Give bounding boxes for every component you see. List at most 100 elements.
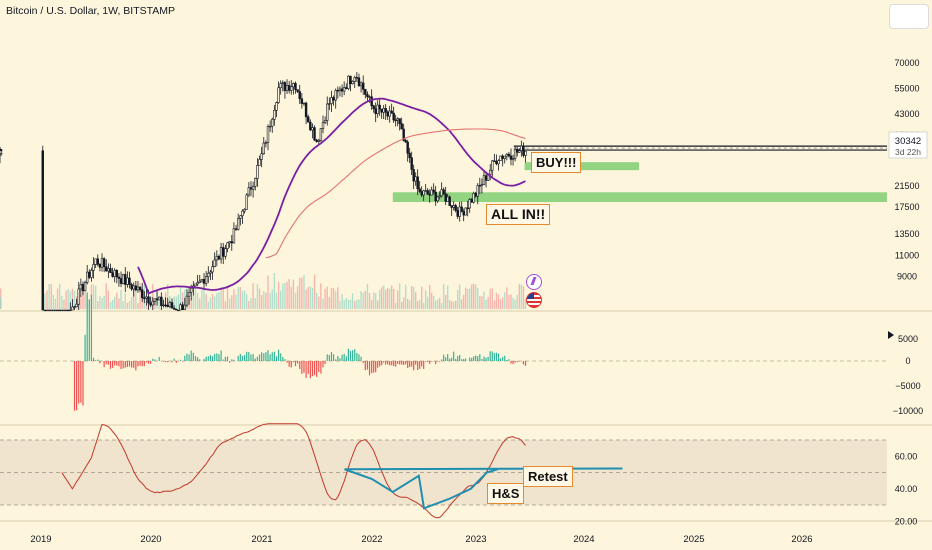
- candle: [376, 104, 379, 115]
- volume-bar: [408, 300, 411, 309]
- candle: [296, 89, 299, 92]
- us-flag-icon[interactable]: [526, 292, 542, 308]
- candle: [77, 288, 80, 305]
- macd-histogram-bar: [190, 350, 192, 361]
- candle: [524, 150, 527, 156]
- macd-histogram-bar: [277, 349, 280, 361]
- candle: [266, 126, 270, 143]
- lightning-icon[interactable]: [526, 274, 542, 290]
- macd-histogram-bar: [457, 355, 459, 361]
- symbol-title: Bitcoin / U.S. Dollar, 1W, BITSTAMP: [6, 5, 176, 17]
- candle: [384, 108, 387, 113]
- time-axis-label: 2023: [465, 534, 486, 545]
- all-in-annotation[interactable]: ALL IN!!: [486, 204, 551, 225]
- volume-bar: [330, 287, 333, 309]
- candle: [185, 295, 189, 306]
- volume-bar: [179, 286, 182, 309]
- macd-histogram-bar: [387, 361, 389, 365]
- candle: [347, 75, 350, 89]
- macd-histogram-bar: [381, 361, 383, 366]
- volume-bar: [269, 292, 271, 309]
- macd-histogram-bar: [78, 361, 80, 404]
- candle: [366, 94, 369, 98]
- buy-annotation[interactable]: BUY!!!: [531, 152, 582, 173]
- candle: [334, 90, 337, 101]
- macd-histogram-bar: [273, 351, 275, 361]
- volume-bar: [406, 298, 409, 309]
- macd-histogram-bar: [345, 356, 347, 361]
- macd-histogram-bar: [493, 353, 495, 361]
- macd-histogram-bar: [233, 359, 235, 361]
- volume-bar: [175, 296, 177, 309]
- macd-histogram-bar: [358, 354, 360, 361]
- hs-annotation[interactable]: H&S: [487, 483, 525, 504]
- macd-histogram-bar: [429, 361, 431, 364]
- candle: [239, 215, 242, 219]
- volume-bar: [61, 295, 63, 309]
- volume-bar: [479, 296, 481, 309]
- volume-bar: [368, 292, 371, 309]
- macd-histogram-bar: [497, 353, 500, 361]
- macd-histogram-bar: [122, 361, 124, 369]
- candle: [370, 96, 373, 107]
- volume-bar: [207, 301, 209, 309]
- macd-histogram-bar: [76, 361, 78, 411]
- volume-bar: [438, 297, 441, 309]
- candle: [462, 211, 465, 216]
- candle: [157, 296, 161, 301]
- volume-bar: [218, 292, 220, 309]
- volume-bar: [420, 286, 423, 309]
- macd-histogram-bar: [131, 361, 133, 368]
- volume-bar: [508, 294, 510, 309]
- macd-histogram-bar: [453, 351, 455, 361]
- macd-histogram-bar: [461, 359, 463, 361]
- macd-histogram-bar: [275, 356, 278, 361]
- volume-bar: [252, 283, 254, 309]
- candle: [283, 82, 287, 91]
- candle: [382, 108, 385, 113]
- candle: [484, 175, 488, 181]
- candle: [357, 77, 361, 87]
- volume-bar: [109, 301, 112, 309]
- volume-bar: [326, 286, 328, 309]
- macd-histogram-bar: [109, 361, 112, 369]
- macd-histogram-bar: [473, 356, 475, 361]
- volume-bar: [118, 298, 120, 309]
- candle: [300, 98, 304, 104]
- volume-bar: [382, 285, 385, 309]
- candle: [230, 241, 233, 244]
- candle: [134, 285, 138, 291]
- retest-annotation[interactable]: Retest: [523, 466, 573, 487]
- volume-bar: [56, 288, 59, 309]
- macd-histogram-bar: [512, 361, 514, 365]
- macd-histogram-bar: [326, 354, 328, 361]
- macd-histogram-bar: [194, 356, 197, 361]
- macd-histogram-bar: [352, 350, 354, 361]
- volume-bar: [0, 297, 2, 309]
- macd-histogram-bar: [427, 361, 429, 363]
- candle: [58, 309, 61, 312]
- candle: [390, 110, 393, 114]
- macd-histogram-bar: [411, 361, 413, 367]
- candle: [126, 277, 129, 285]
- buy-zone: [524, 162, 639, 171]
- macd-histogram-bar: [337, 356, 339, 361]
- candle: [41, 150, 44, 311]
- macd-histogram-bar: [95, 360, 97, 361]
- volume-bar: [487, 297, 489, 309]
- candle: [426, 190, 429, 195]
- volume-bar: [173, 296, 175, 309]
- price-tick-label: 13500: [894, 229, 919, 239]
- volume-bar: [485, 299, 487, 309]
- candle: [359, 82, 363, 87]
- volume-bar: [228, 298, 231, 309]
- macd-histogram-bar: [137, 361, 139, 367]
- candle: [277, 87, 280, 103]
- candle: [420, 191, 423, 196]
- corner-button[interactable]: [889, 4, 929, 29]
- volume-bar: [495, 292, 498, 309]
- macd-histogram-bar: [506, 360, 508, 361]
- volume-bar: [309, 286, 312, 309]
- candle: [378, 104, 381, 110]
